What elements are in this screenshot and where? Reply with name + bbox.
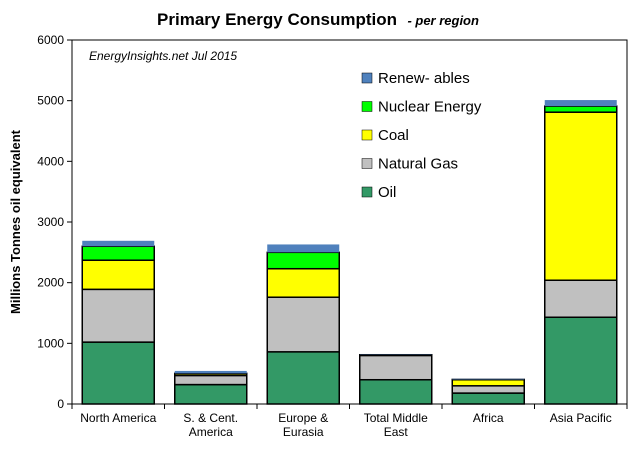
bar-segment [81, 259, 155, 291]
legend-swatch [361, 101, 373, 112]
x-tick-label: Africa [473, 411, 504, 425]
bar-segment [266, 267, 340, 298]
x-tick-label-line: America [189, 425, 233, 439]
y-tick-label: 2000 [37, 276, 64, 290]
bar-segment [81, 288, 155, 343]
x-axis: North America S. & Cent. America Europe & Eu… [71, 404, 628, 439]
bar-segment [544, 100, 617, 107]
bars [81, 100, 618, 405]
y-tick-label: 1000 [37, 336, 64, 350]
plot-area [71, 39, 628, 405]
bar-segment [359, 378, 433, 405]
x-tick-label: Total Middle East [364, 411, 428, 439]
chart-title-main: Primary Energy Consumption [157, 10, 397, 29]
x-tick-label: S. & Cent. America [183, 411, 238, 439]
x-tick-label: Asia Pacific [550, 411, 612, 425]
x-tick-label-line: East [384, 425, 409, 439]
bar-segment [81, 245, 155, 261]
bar-segment [359, 354, 433, 381]
chart-subtitle: - per region [407, 13, 479, 28]
chart-title: Primary Energy Consumption - per region [157, 10, 479, 29]
legend-swatch [361, 72, 373, 84]
bar-segment [266, 251, 340, 270]
y-tick-label: 0 [57, 397, 64, 411]
y-tick-label: 4000 [37, 154, 64, 168]
bar-segment [81, 341, 155, 405]
bar-segment [451, 392, 525, 405]
legend-label: Oil [378, 184, 396, 201]
bar-segment [82, 240, 155, 247]
x-tick-label-line: Europe & [278, 411, 328, 425]
bar-segment [544, 279, 618, 318]
legend-swatch [361, 129, 373, 141]
legend: Renew- ables Nuclear Energy Coal Natural Ga… [361, 70, 482, 201]
y-tick-label: 5000 [37, 94, 64, 108]
bar-segment [451, 378, 525, 387]
legend-swatch [361, 158, 373, 169]
bar-segment [544, 316, 618, 405]
y-tick-label: 6000 [37, 33, 64, 47]
x-tick-label-line: Total Middle [364, 411, 428, 425]
x-tick-label-line: North America [80, 411, 156, 425]
bar-segment [266, 296, 340, 353]
legend-label: Natural Gas [378, 156, 458, 173]
source-annotation: EnergyInsights.net Jul 2015 [89, 49, 237, 63]
y-tick-label: 3000 [37, 215, 64, 229]
bar-segment [544, 105, 618, 113]
legend-label: Coal [378, 127, 409, 144]
bar-segment [451, 385, 525, 394]
x-tick-label-line: Africa [473, 411, 504, 425]
bar-segment [544, 111, 618, 281]
legend-swatch [361, 186, 373, 198]
legend-label: Renew- ables [378, 70, 470, 87]
x-tick-label-line: Eurasia [283, 425, 324, 439]
bar-segment [174, 370, 247, 374]
x-tick-label: North America [80, 411, 156, 425]
legend-label: Nuclear Energy [378, 99, 482, 116]
bar-segment [266, 351, 340, 405]
x-tick-label: Europe & Eurasia [278, 411, 328, 439]
x-tick-label-line: S. & Cent. [183, 411, 238, 425]
bar-segment [174, 374, 248, 386]
bar-segment [174, 383, 248, 405]
y-axis: 0 1000 2000 3000 4000 5000 6000 [37, 33, 72, 411]
bar-segment [452, 378, 525, 380]
bar-segment [267, 244, 340, 253]
y-axis-label: Millions Tonnes oil equivalent [8, 129, 23, 314]
x-tick-label-line: Asia Pacific [550, 411, 612, 425]
